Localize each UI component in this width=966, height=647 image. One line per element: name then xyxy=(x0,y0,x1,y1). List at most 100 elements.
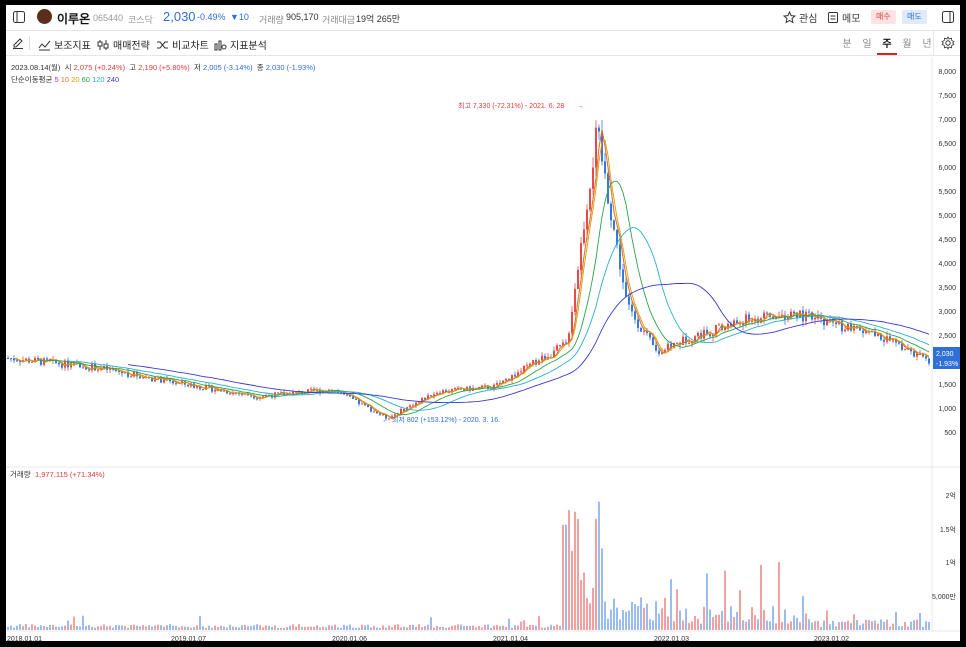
indicator-button[interactable]: 보조지표 xyxy=(38,37,91,52)
volume-bar xyxy=(643,607,645,630)
memo-icon xyxy=(828,12,838,23)
strategy-button[interactable]: 매매전략 xyxy=(97,37,150,52)
volume-bar xyxy=(142,625,144,630)
time-axis-tick: 2018.01.01 xyxy=(7,636,42,641)
volume-bar xyxy=(406,627,408,630)
candle-body xyxy=(529,363,531,366)
close-label: 종 xyxy=(256,63,264,72)
tab-period-minute[interactable]: 분 xyxy=(842,39,852,50)
volume-bar xyxy=(688,622,690,630)
volume-bar xyxy=(121,625,123,630)
candle-body xyxy=(436,392,438,395)
time-axis-tick: 2022.01.03 xyxy=(654,636,689,641)
volume-bar xyxy=(619,619,621,630)
sell-button[interactable]: 매도 xyxy=(902,10,927,24)
candle-body xyxy=(295,391,297,393)
settings-gear-icon[interactable] xyxy=(941,36,955,50)
candle-body xyxy=(82,367,84,369)
candle-body xyxy=(574,288,576,312)
volume-bar xyxy=(547,626,549,630)
candle-body xyxy=(658,350,660,354)
candle-body xyxy=(229,393,231,395)
volume-bar xyxy=(184,626,186,630)
tab-period-week[interactable]: 주 xyxy=(877,35,897,55)
price-axis-tick: 1,000 xyxy=(938,406,956,413)
volume-bar xyxy=(40,625,42,630)
volume-axis-tick: 1억 xyxy=(946,559,956,567)
candle-body xyxy=(667,343,669,350)
volume-bar xyxy=(268,625,270,630)
volume-panel-value: 1,977,115 (+71.34%) xyxy=(35,470,105,479)
volume-bar xyxy=(676,589,678,630)
candle-body xyxy=(748,314,750,322)
candle-body xyxy=(793,311,795,314)
candle-body xyxy=(121,371,123,374)
volume-bar xyxy=(217,627,219,630)
volume-bar xyxy=(691,621,693,630)
chart-canvas[interactable]: 8,000 7,500 7,000 6,500 6,000 5,500 5,000 4,500… xyxy=(6,57,960,641)
tab-period-month[interactable]: 월 xyxy=(902,39,912,50)
volume-bar xyxy=(7,627,9,630)
pencil-icon[interactable] xyxy=(12,37,24,49)
volume-bar xyxy=(265,625,267,630)
compare-button[interactable]: 비교차트 xyxy=(156,37,209,52)
volume-bar xyxy=(499,626,501,630)
sidebar-toggle-icon[interactable] xyxy=(12,10,26,24)
volume-bar xyxy=(523,620,525,630)
candle-body xyxy=(706,329,708,334)
analysis-button[interactable]: 지표분석 xyxy=(214,37,267,52)
candle-body xyxy=(685,336,687,344)
volume-bar xyxy=(94,627,96,630)
candle-body xyxy=(544,355,546,360)
memo-button[interactable]: 메모 xyxy=(827,10,860,25)
tab-period-year[interactable]: 년 xyxy=(922,39,932,50)
volume-bar xyxy=(754,615,756,630)
ma-label: 단순이동평균 xyxy=(11,75,53,84)
time-axis-tick: 2019.01.07 xyxy=(171,636,206,641)
candle-body xyxy=(16,360,18,362)
candle-body xyxy=(835,322,837,325)
tab-period-day[interactable]: 일 xyxy=(862,39,872,50)
volume-bar xyxy=(97,626,99,630)
candle-body xyxy=(784,314,786,321)
volume-bar xyxy=(730,606,732,630)
volume-bar xyxy=(616,607,618,630)
candle-body xyxy=(922,353,924,357)
candle-body xyxy=(211,385,213,392)
candle-body xyxy=(430,395,432,397)
volume-panel-label: 거래량 xyxy=(10,470,31,479)
volume-bar xyxy=(307,626,309,630)
volume-bar xyxy=(10,625,12,630)
volume-bar xyxy=(775,623,777,630)
buy-button[interactable]: 매수 xyxy=(871,10,896,24)
volume-bar xyxy=(661,608,663,630)
candle-body xyxy=(661,352,663,354)
panel-toggle-icon[interactable] xyxy=(941,10,955,24)
volume-bar xyxy=(808,619,810,630)
candle-body xyxy=(394,414,396,416)
candle-body xyxy=(127,371,129,377)
volume-bar xyxy=(403,626,405,630)
volume-bar xyxy=(832,620,834,630)
volume-bar xyxy=(376,627,378,630)
volume-bar xyxy=(721,610,723,630)
candle-body xyxy=(877,333,879,337)
candle-body xyxy=(559,345,561,347)
volume-bar xyxy=(919,613,921,630)
volume-bar xyxy=(631,601,633,630)
volume-bar xyxy=(640,597,642,630)
volume-bar xyxy=(697,618,699,630)
candle-body xyxy=(763,312,765,319)
price-axis-tick: 4,500 xyxy=(938,237,956,244)
candle-body xyxy=(58,362,60,365)
price-tag-value: 2,030 xyxy=(936,351,954,358)
candle-body xyxy=(553,350,555,358)
candle-body xyxy=(451,389,453,392)
volume-bar xyxy=(466,625,468,630)
open-value: 2,075 (+0.24%) xyxy=(73,63,126,72)
candle-body xyxy=(133,371,135,377)
volume-bar xyxy=(685,608,687,630)
candle-body xyxy=(115,369,117,371)
candle-body xyxy=(787,316,789,321)
watchlist-button[interactable]: 관심 xyxy=(783,10,817,25)
